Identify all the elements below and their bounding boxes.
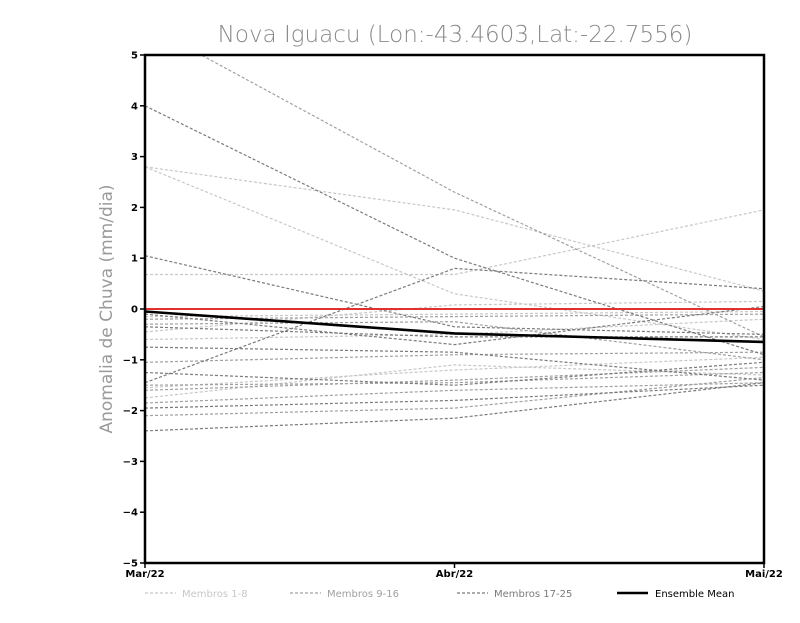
y-tick-label: 5 <box>131 51 138 62</box>
y-tick-label: 0 <box>131 305 138 316</box>
x-tick-label: Mai/22 <box>745 569 783 580</box>
series-line-m17 <box>145 105 764 356</box>
series-line-m15 <box>145 313 764 320</box>
legend-label-group3: Membros 17-25 <box>494 589 572 600</box>
series-line-m11 <box>145 366 764 391</box>
series-line-m25 <box>145 305 764 346</box>
axis-layer: −5 −4 −3 −2 −1 0 1 2 3 4 5 Mar/22 Abr/22 Mai/22 <box>123 51 783 581</box>
series-line-m16 <box>145 371 764 386</box>
series-line-m23 <box>145 326 764 338</box>
legend-label-group1: Membros 1-8 <box>182 589 248 600</box>
series-line-m21 <box>145 382 764 432</box>
y-tick-label: −1 <box>123 355 138 366</box>
series-line-m1 <box>145 166 764 292</box>
chart-title: Nova Iguacu (Lon:-43.4603,Lat:-22.7556) <box>218 22 693 48</box>
series-line-m9 <box>200 55 764 338</box>
ensemble-mean-line <box>145 310 764 344</box>
series-line-m7 <box>145 310 764 318</box>
series-line-m24 <box>145 361 764 386</box>
series-line-m12 <box>145 382 764 404</box>
y-tick-label: −5 <box>123 559 138 570</box>
legend: Membros 1-8 Membros 9-16 Membros 17-25 Ense… <box>145 589 734 600</box>
y-tick-label: 2 <box>131 203 138 214</box>
series-line-m8 <box>145 318 764 341</box>
series-line-m19 <box>145 267 764 384</box>
series-line-m13 <box>145 377 764 417</box>
y-axis-label: Anomalia de Chuva (mm/dia) <box>97 184 117 433</box>
series-line-m2 <box>145 166 764 341</box>
series-layer <box>145 55 764 432</box>
y-tick-label: −2 <box>123 406 138 417</box>
y-tick-label: 3 <box>131 152 138 163</box>
x-tick-label: Mar/22 <box>125 569 164 580</box>
series-line-m4 <box>145 300 764 333</box>
x-tick-label: Abr/22 <box>436 569 473 580</box>
series-line-m22 <box>145 384 764 409</box>
series-line-m18 <box>145 255 764 335</box>
y-tick-label: 1 <box>131 254 138 265</box>
series-line-m20 <box>145 346 764 381</box>
legend-label-mean: Ensemble Mean <box>655 589 734 600</box>
series-line-m14 <box>145 351 764 363</box>
y-tick-label: 4 <box>131 101 138 112</box>
y-tick-label: −4 <box>123 508 138 519</box>
series-line-m10 <box>145 321 764 361</box>
legend-label-group2: Membros 9-16 <box>327 589 399 600</box>
series-line-m3 <box>145 209 764 276</box>
series-line-m6 <box>145 356 764 389</box>
y-tick-label: −3 <box>123 457 138 468</box>
